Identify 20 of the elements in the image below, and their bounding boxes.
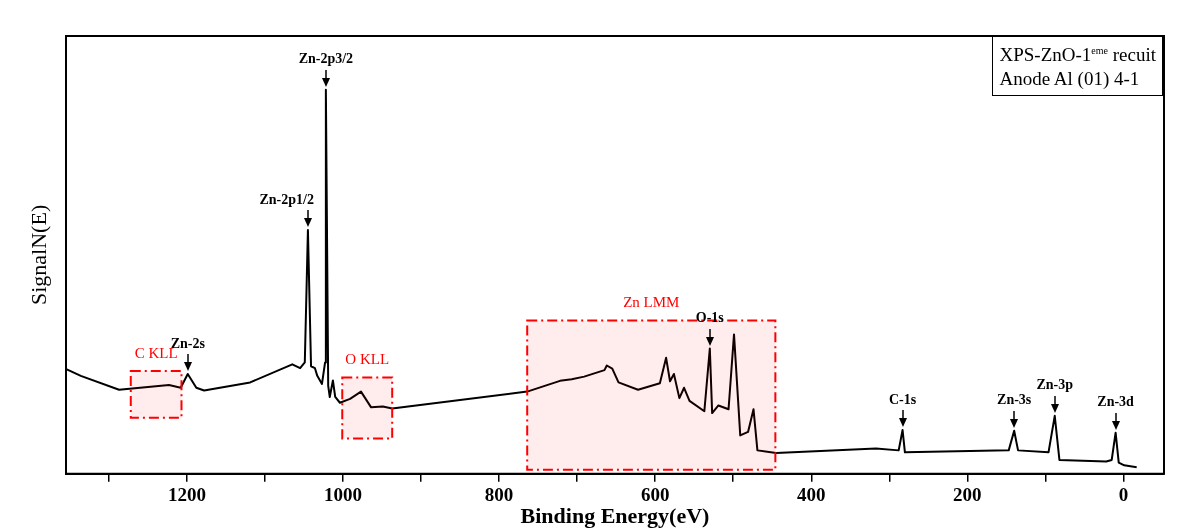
band-label: O KLL (345, 351, 390, 368)
x-tick-label: 600 (640, 484, 670, 506)
annotation: Zn-2p1/2 (259, 191, 314, 207)
band-label: Zn LMM (623, 293, 680, 310)
annotation: Zn-3d (1097, 394, 1135, 410)
annotation: Zn-3p (1036, 377, 1074, 393)
x-tick-label: 1200 (167, 484, 206, 506)
x-axis-title: Binding Energy(eV) (520, 503, 710, 529)
annotation: Zn-3s (997, 392, 1032, 408)
x-tick-label: 200 (953, 484, 982, 506)
x-tick-label: 0 (1118, 484, 1129, 506)
annotation: O-1s (695, 310, 725, 326)
annotation: C-1s (888, 391, 917, 407)
x-tick-label: 400 (797, 484, 826, 506)
text: Anode Al (01) 4-1 (999, 67, 1141, 92)
annotation: Zn-2p3/2 (298, 51, 354, 67)
y-axis-title: SignalN(E) (25, 204, 51, 305)
text: XPS-ZnO-1$^{eme}$ recuit (999, 43, 1156, 68)
x-tick-label: 800 (484, 484, 514, 506)
x-tick-label: 1000 (324, 484, 363, 506)
